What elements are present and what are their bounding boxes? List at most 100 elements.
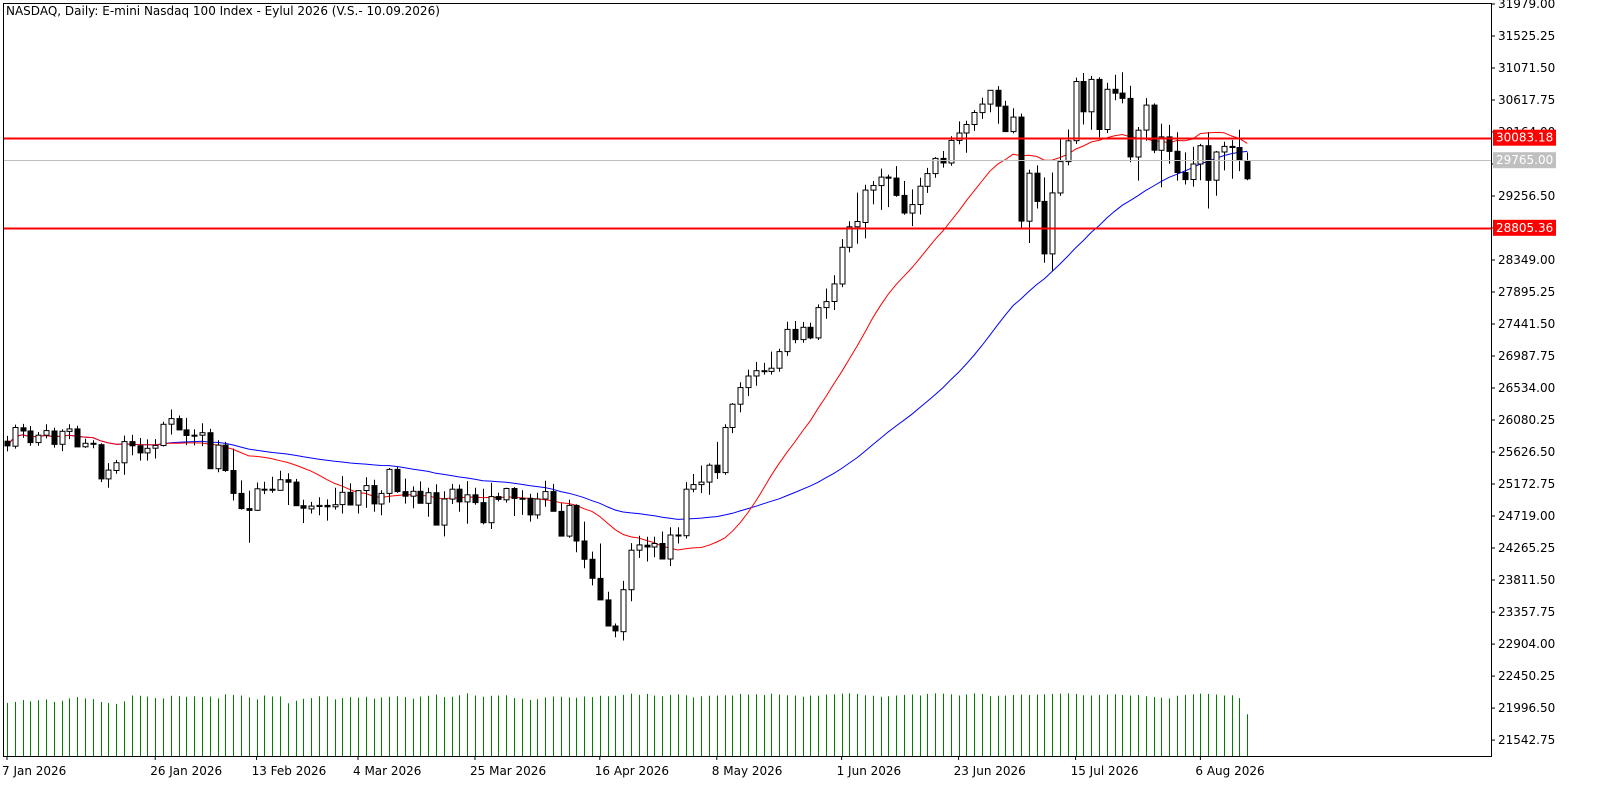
candle-body-down <box>1096 78 1103 130</box>
candle-body-up <box>425 492 432 504</box>
candle <box>1065 129 1072 166</box>
candle <box>293 478 300 507</box>
candle-body-up <box>979 103 986 114</box>
level-price-tag: 28805.36 <box>1496 221 1553 235</box>
candle-body-up <box>831 283 838 302</box>
candle-body-down <box>74 428 81 448</box>
candle-body-down <box>300 505 307 509</box>
candle <box>987 89 994 113</box>
candle-body-up <box>59 430 66 445</box>
candle-body-up <box>410 490 417 497</box>
candle-body-up <box>1213 151 1220 181</box>
candle-body-up <box>776 351 783 369</box>
candle <box>230 448 237 501</box>
candle-body-up <box>745 375 752 389</box>
candle-body-up <box>932 157 939 175</box>
candle <box>1143 98 1150 141</box>
candle-body-up <box>66 428 73 432</box>
candle <box>1026 169 1033 243</box>
candle <box>675 527 682 544</box>
candle-body-up <box>339 491 346 506</box>
candle <box>261 481 268 495</box>
candle-body-up <box>870 185 877 191</box>
candle <box>636 535 643 558</box>
candle <box>971 110 978 131</box>
candle-body-down <box>456 488 463 503</box>
candle-body-down <box>207 432 214 470</box>
candle <box>597 543 604 601</box>
candle-body-up <box>1065 140 1072 163</box>
candle-body-down <box>605 599 612 627</box>
candle <box>620 580 627 641</box>
candle <box>1190 146 1197 187</box>
candle-body-up <box>651 543 658 548</box>
candle-body-down <box>246 508 253 511</box>
candle <box>1119 72 1126 104</box>
candle-body-up <box>948 139 955 164</box>
candle <box>66 424 73 440</box>
time-tick-label: 26 Jan 2026 <box>150 764 222 778</box>
candle <box>589 551 596 586</box>
candle <box>480 488 487 525</box>
candle-body-down <box>222 444 229 472</box>
candle <box>20 423 27 438</box>
candle <box>815 304 822 340</box>
candle-body-up <box>1197 145 1204 165</box>
candle <box>729 403 736 434</box>
candle <box>519 490 526 515</box>
candle-body-down <box>1244 160 1251 180</box>
candle <box>238 480 245 510</box>
candle <box>51 427 58 448</box>
candle-body-down <box>1002 105 1009 133</box>
candle <box>74 425 81 448</box>
candle <box>90 440 97 449</box>
candle <box>300 499 307 523</box>
candle <box>651 536 658 558</box>
candle <box>98 443 105 483</box>
candle-body-down <box>995 89 1002 107</box>
candle-body-down <box>293 481 300 507</box>
candle <box>386 468 393 503</box>
price-tick-label: 23357.75 <box>1498 605 1555 619</box>
candle-body-up <box>82 442 89 448</box>
candle <box>1135 127 1142 181</box>
candle-body-up <box>332 504 339 508</box>
candle <box>402 478 409 504</box>
candle <box>1221 141 1228 171</box>
candle-body-up <box>1057 161 1064 194</box>
candle <box>410 486 417 509</box>
candle <box>1057 139 1064 196</box>
time-tick-label: 1 Jun 2026 <box>837 764 902 778</box>
candle-body-down <box>417 490 424 504</box>
candle <box>488 482 495 529</box>
candle-body-up <box>987 89 994 105</box>
candle <box>35 432 42 446</box>
candle-body-down <box>269 488 276 491</box>
price-tick-label: 22450.25 <box>1498 669 1555 683</box>
candle-body-down <box>659 543 666 560</box>
candle <box>854 192 861 244</box>
price-tick-label: 29256.50 <box>1498 189 1555 203</box>
price-tick-label: 24265.25 <box>1498 541 1555 555</box>
candle <box>503 487 510 503</box>
candle <box>628 543 635 602</box>
candle-body-up <box>215 444 222 470</box>
candle <box>948 136 955 166</box>
price-tags: 30083.18 28805.36 29765.00 <box>1493 129 1556 236</box>
candle <box>1205 132 1212 209</box>
price-tick-label: 31525.25 <box>1498 29 1555 43</box>
candle <box>995 86 1002 124</box>
candle-body-up <box>722 427 729 474</box>
candle-body-up <box>823 301 830 309</box>
candle <box>831 275 838 310</box>
candle <box>355 490 362 514</box>
candle <box>12 424 19 449</box>
candle-body-up <box>683 488 690 537</box>
candle <box>550 483 557 512</box>
candle <box>183 417 190 446</box>
candle-body-up <box>386 468 393 494</box>
candle-body-up <box>12 427 19 447</box>
candle <box>792 321 799 344</box>
